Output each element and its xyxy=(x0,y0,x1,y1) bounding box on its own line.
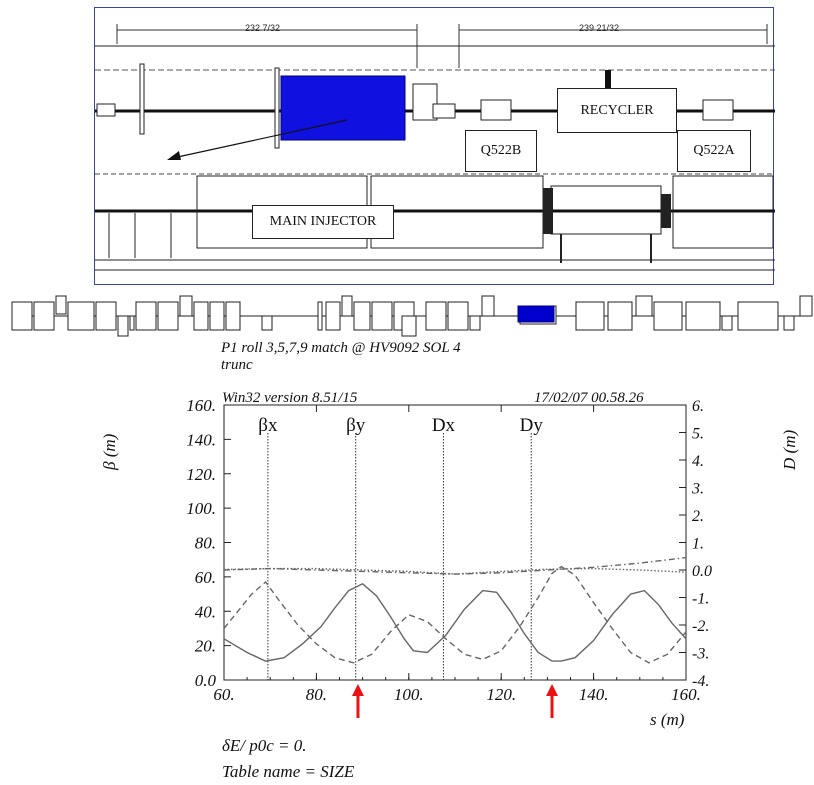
lattice-element xyxy=(225,301,241,331)
lattice-element xyxy=(11,301,33,331)
red-arrow-head xyxy=(351,684,364,696)
lattice-element xyxy=(783,315,795,331)
lattice-element-strip xyxy=(11,295,813,337)
x-tick-label: 160. xyxy=(671,685,701,704)
y-left-axis-title: β (m) xyxy=(100,433,119,470)
legend-marker-label: βx xyxy=(258,415,278,436)
lattice-element xyxy=(135,301,157,331)
y-left-tick-label: 100. xyxy=(186,499,216,518)
y-right-tick-label: 5. xyxy=(692,426,704,443)
y-right-tick-label: -1. xyxy=(692,591,709,608)
lattice-element xyxy=(469,315,481,331)
y-right-tick-label: -3. xyxy=(692,646,709,663)
table-name-label: Table name = SIZE xyxy=(222,762,355,781)
y-right-axis-title: D (m) xyxy=(780,429,799,470)
plot-title-line1: P1 roll 3,5,7,9 match @ HV9092 SOL 4 xyxy=(221,340,461,356)
lattice-element xyxy=(157,301,179,331)
lattice-element xyxy=(193,301,209,331)
y-right-tick-label: -2. xyxy=(692,618,709,635)
red-arrow-head xyxy=(546,684,559,696)
x-tick-label: 140. xyxy=(579,685,609,704)
lattice-element xyxy=(425,301,447,331)
lattice-element xyxy=(685,301,721,331)
legend-marker-label: Dx xyxy=(432,415,456,436)
schematic-drawing xyxy=(95,24,775,271)
label-q522a: Q522A xyxy=(677,130,751,172)
lattice-element xyxy=(575,301,605,331)
plot-title-line2: trunc xyxy=(221,357,253,373)
lattice-element xyxy=(33,301,55,331)
lattice-element xyxy=(447,301,469,331)
lattice-element xyxy=(179,295,193,317)
version-label: Win32 version 8.51/15 xyxy=(222,390,358,406)
y-right-tick-label: 3. xyxy=(691,481,704,498)
lattice-element xyxy=(55,295,67,315)
y-left-tick-label: 20. xyxy=(195,637,216,656)
y-right-tick-label: 4. xyxy=(692,453,704,470)
lattice-element xyxy=(607,301,633,331)
y-left-tick-label: 40. xyxy=(195,602,216,621)
lattice-highlight-element xyxy=(517,305,555,323)
label-recycler: RECYCLER xyxy=(557,88,677,133)
x-axis-title: s (m) xyxy=(650,710,685,729)
y-right-tick-label: 6. xyxy=(692,398,704,415)
lattice-element xyxy=(129,315,135,331)
series-line-βx xyxy=(223,582,687,662)
y-left-tick-label: 120. xyxy=(186,465,216,484)
lattice-element xyxy=(209,301,225,331)
label-q522b: Q522B xyxy=(465,130,537,172)
y-right-tick-label: 1. xyxy=(692,536,704,553)
y-right-tick-label: 0.0 xyxy=(692,563,712,580)
dimension-label-left: 232 7/32 xyxy=(245,23,281,33)
timestamp-label: 17/02/07 00.58.26 xyxy=(534,390,644,406)
beamline-schematic: 232 7/32 239 21/32 MAIN INJECTOR RECYCLE… xyxy=(94,7,775,285)
legend-marker-label: Dy xyxy=(520,415,544,436)
lattice-element xyxy=(481,295,495,317)
lattice-element xyxy=(799,295,813,317)
lattice-element xyxy=(721,315,733,331)
lattice-element xyxy=(353,301,371,331)
lattice-element xyxy=(67,301,95,331)
lattice-element xyxy=(95,301,117,331)
dimension-label-right: 239 21/32 xyxy=(579,23,620,33)
label-main-injector: MAIN INJECTOR xyxy=(252,205,394,239)
lattice-element xyxy=(325,301,341,331)
delta-label: δE/ p0c = 0. xyxy=(222,736,307,755)
legend-marker-label: βy xyxy=(346,415,366,436)
x-tick-label: 100. xyxy=(394,685,424,704)
lattice-element xyxy=(737,301,779,331)
beta-dispersion-plot: 60. 80. 100. 120. 140. 160. 0.0 20. 40. 60. 80. 100… xyxy=(186,396,712,718)
lattice-element xyxy=(635,295,653,317)
y-left-tick-label: 140. xyxy=(186,430,216,449)
y-right-tick-label: -4. xyxy=(692,673,709,690)
plot-frame xyxy=(223,404,687,681)
y-left-tick-label: 0.0 xyxy=(195,671,217,690)
x-tick-label: 60. xyxy=(213,685,234,704)
lattice-element xyxy=(401,315,417,337)
y-right-tick-label: 2. xyxy=(692,508,704,525)
lattice-element xyxy=(653,301,683,331)
lattice-element xyxy=(261,315,273,331)
y-left-tick-label: 160. xyxy=(186,396,216,415)
lattice-element xyxy=(317,301,323,331)
series-line-Dy xyxy=(223,556,687,575)
y-left-tick-label: 80. xyxy=(195,534,216,553)
x-tick-label: 120. xyxy=(486,685,516,704)
lattice-element xyxy=(117,315,129,337)
lattice-element xyxy=(341,295,353,317)
x-tick-label: 80. xyxy=(306,685,327,704)
series-line-βy xyxy=(223,565,687,664)
lattice-element xyxy=(371,301,393,331)
y-left-tick-label: 60. xyxy=(195,568,216,587)
